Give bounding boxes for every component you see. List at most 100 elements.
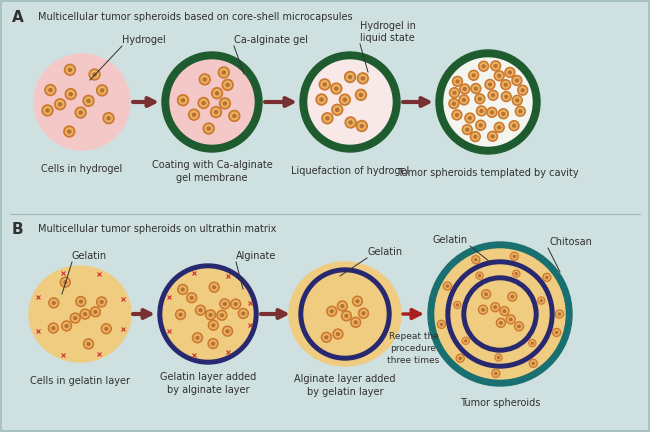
Circle shape bbox=[505, 95, 508, 98]
Circle shape bbox=[192, 113, 196, 116]
Circle shape bbox=[459, 95, 469, 105]
Circle shape bbox=[47, 86, 54, 94]
Circle shape bbox=[220, 98, 231, 109]
Circle shape bbox=[499, 109, 508, 119]
Circle shape bbox=[205, 125, 213, 132]
Circle shape bbox=[332, 104, 343, 115]
Circle shape bbox=[519, 109, 522, 112]
Circle shape bbox=[502, 112, 505, 115]
Circle shape bbox=[514, 255, 515, 257]
Circle shape bbox=[473, 257, 478, 262]
Circle shape bbox=[530, 341, 535, 346]
Text: Multicellular tumor spheroids on ultrathin matrix: Multicellular tumor spheroids on ultrath… bbox=[38, 224, 276, 234]
Circle shape bbox=[474, 258, 477, 260]
Circle shape bbox=[518, 325, 520, 327]
Circle shape bbox=[344, 71, 356, 83]
Circle shape bbox=[46, 109, 49, 112]
Circle shape bbox=[90, 307, 100, 317]
Circle shape bbox=[221, 100, 229, 107]
Circle shape bbox=[234, 303, 237, 305]
Text: Hydrogel in
liquid state: Hydrogel in liquid state bbox=[360, 21, 416, 43]
Circle shape bbox=[231, 299, 240, 309]
Circle shape bbox=[459, 357, 462, 359]
Circle shape bbox=[456, 354, 464, 362]
Circle shape bbox=[341, 96, 348, 103]
Circle shape bbox=[466, 127, 469, 130]
Circle shape bbox=[187, 293, 197, 303]
Circle shape bbox=[92, 308, 99, 315]
Circle shape bbox=[483, 291, 489, 297]
Circle shape bbox=[343, 98, 346, 101]
Circle shape bbox=[74, 317, 77, 319]
Circle shape bbox=[508, 71, 512, 74]
Circle shape bbox=[69, 92, 72, 95]
Circle shape bbox=[196, 305, 205, 315]
Circle shape bbox=[501, 308, 508, 314]
Circle shape bbox=[502, 111, 505, 114]
Circle shape bbox=[359, 93, 363, 96]
Circle shape bbox=[495, 372, 497, 375]
Circle shape bbox=[543, 273, 551, 281]
Circle shape bbox=[49, 89, 52, 92]
Circle shape bbox=[356, 300, 359, 302]
Circle shape bbox=[346, 73, 354, 81]
Circle shape bbox=[491, 111, 493, 114]
Circle shape bbox=[504, 83, 507, 86]
Circle shape bbox=[439, 321, 444, 327]
Circle shape bbox=[70, 313, 80, 323]
Circle shape bbox=[531, 342, 533, 343]
Circle shape bbox=[68, 68, 72, 71]
Circle shape bbox=[49, 298, 58, 308]
Circle shape bbox=[360, 124, 363, 127]
Circle shape bbox=[544, 275, 550, 280]
Circle shape bbox=[478, 61, 489, 71]
Circle shape bbox=[323, 334, 330, 341]
Text: Alginate layer added
by gelatin layer: Alginate layer added by gelatin layer bbox=[294, 374, 396, 397]
Circle shape bbox=[515, 272, 517, 274]
Circle shape bbox=[82, 311, 88, 318]
Circle shape bbox=[158, 264, 258, 364]
Circle shape bbox=[226, 329, 229, 332]
Circle shape bbox=[463, 87, 466, 89]
Circle shape bbox=[503, 93, 510, 100]
Circle shape bbox=[515, 78, 518, 81]
Circle shape bbox=[518, 324, 520, 327]
Circle shape bbox=[463, 88, 466, 90]
Circle shape bbox=[465, 340, 467, 342]
Circle shape bbox=[214, 111, 218, 114]
Circle shape bbox=[207, 311, 214, 318]
Circle shape bbox=[456, 80, 459, 83]
Circle shape bbox=[453, 91, 456, 94]
Circle shape bbox=[181, 287, 184, 290]
Circle shape bbox=[105, 114, 112, 122]
Circle shape bbox=[333, 329, 343, 339]
Circle shape bbox=[341, 311, 352, 321]
Circle shape bbox=[98, 86, 106, 94]
Circle shape bbox=[198, 98, 209, 108]
Circle shape bbox=[462, 86, 468, 92]
Circle shape bbox=[319, 79, 330, 90]
Circle shape bbox=[498, 320, 504, 326]
Circle shape bbox=[222, 70, 226, 73]
Circle shape bbox=[179, 312, 182, 315]
Circle shape bbox=[44, 107, 51, 114]
Circle shape bbox=[97, 85, 108, 96]
Circle shape bbox=[473, 73, 475, 76]
Circle shape bbox=[463, 98, 465, 101]
Circle shape bbox=[200, 74, 210, 85]
Circle shape bbox=[509, 121, 519, 131]
Circle shape bbox=[508, 292, 517, 301]
Circle shape bbox=[491, 303, 500, 311]
Circle shape bbox=[52, 326, 55, 329]
Circle shape bbox=[74, 316, 77, 318]
Circle shape bbox=[532, 362, 534, 365]
Circle shape bbox=[451, 89, 458, 96]
Circle shape bbox=[192, 112, 196, 115]
Circle shape bbox=[475, 94, 485, 104]
Circle shape bbox=[84, 97, 92, 105]
Circle shape bbox=[476, 120, 486, 130]
Circle shape bbox=[101, 89, 103, 92]
Circle shape bbox=[474, 135, 476, 138]
Circle shape bbox=[493, 371, 499, 376]
Circle shape bbox=[233, 113, 236, 117]
